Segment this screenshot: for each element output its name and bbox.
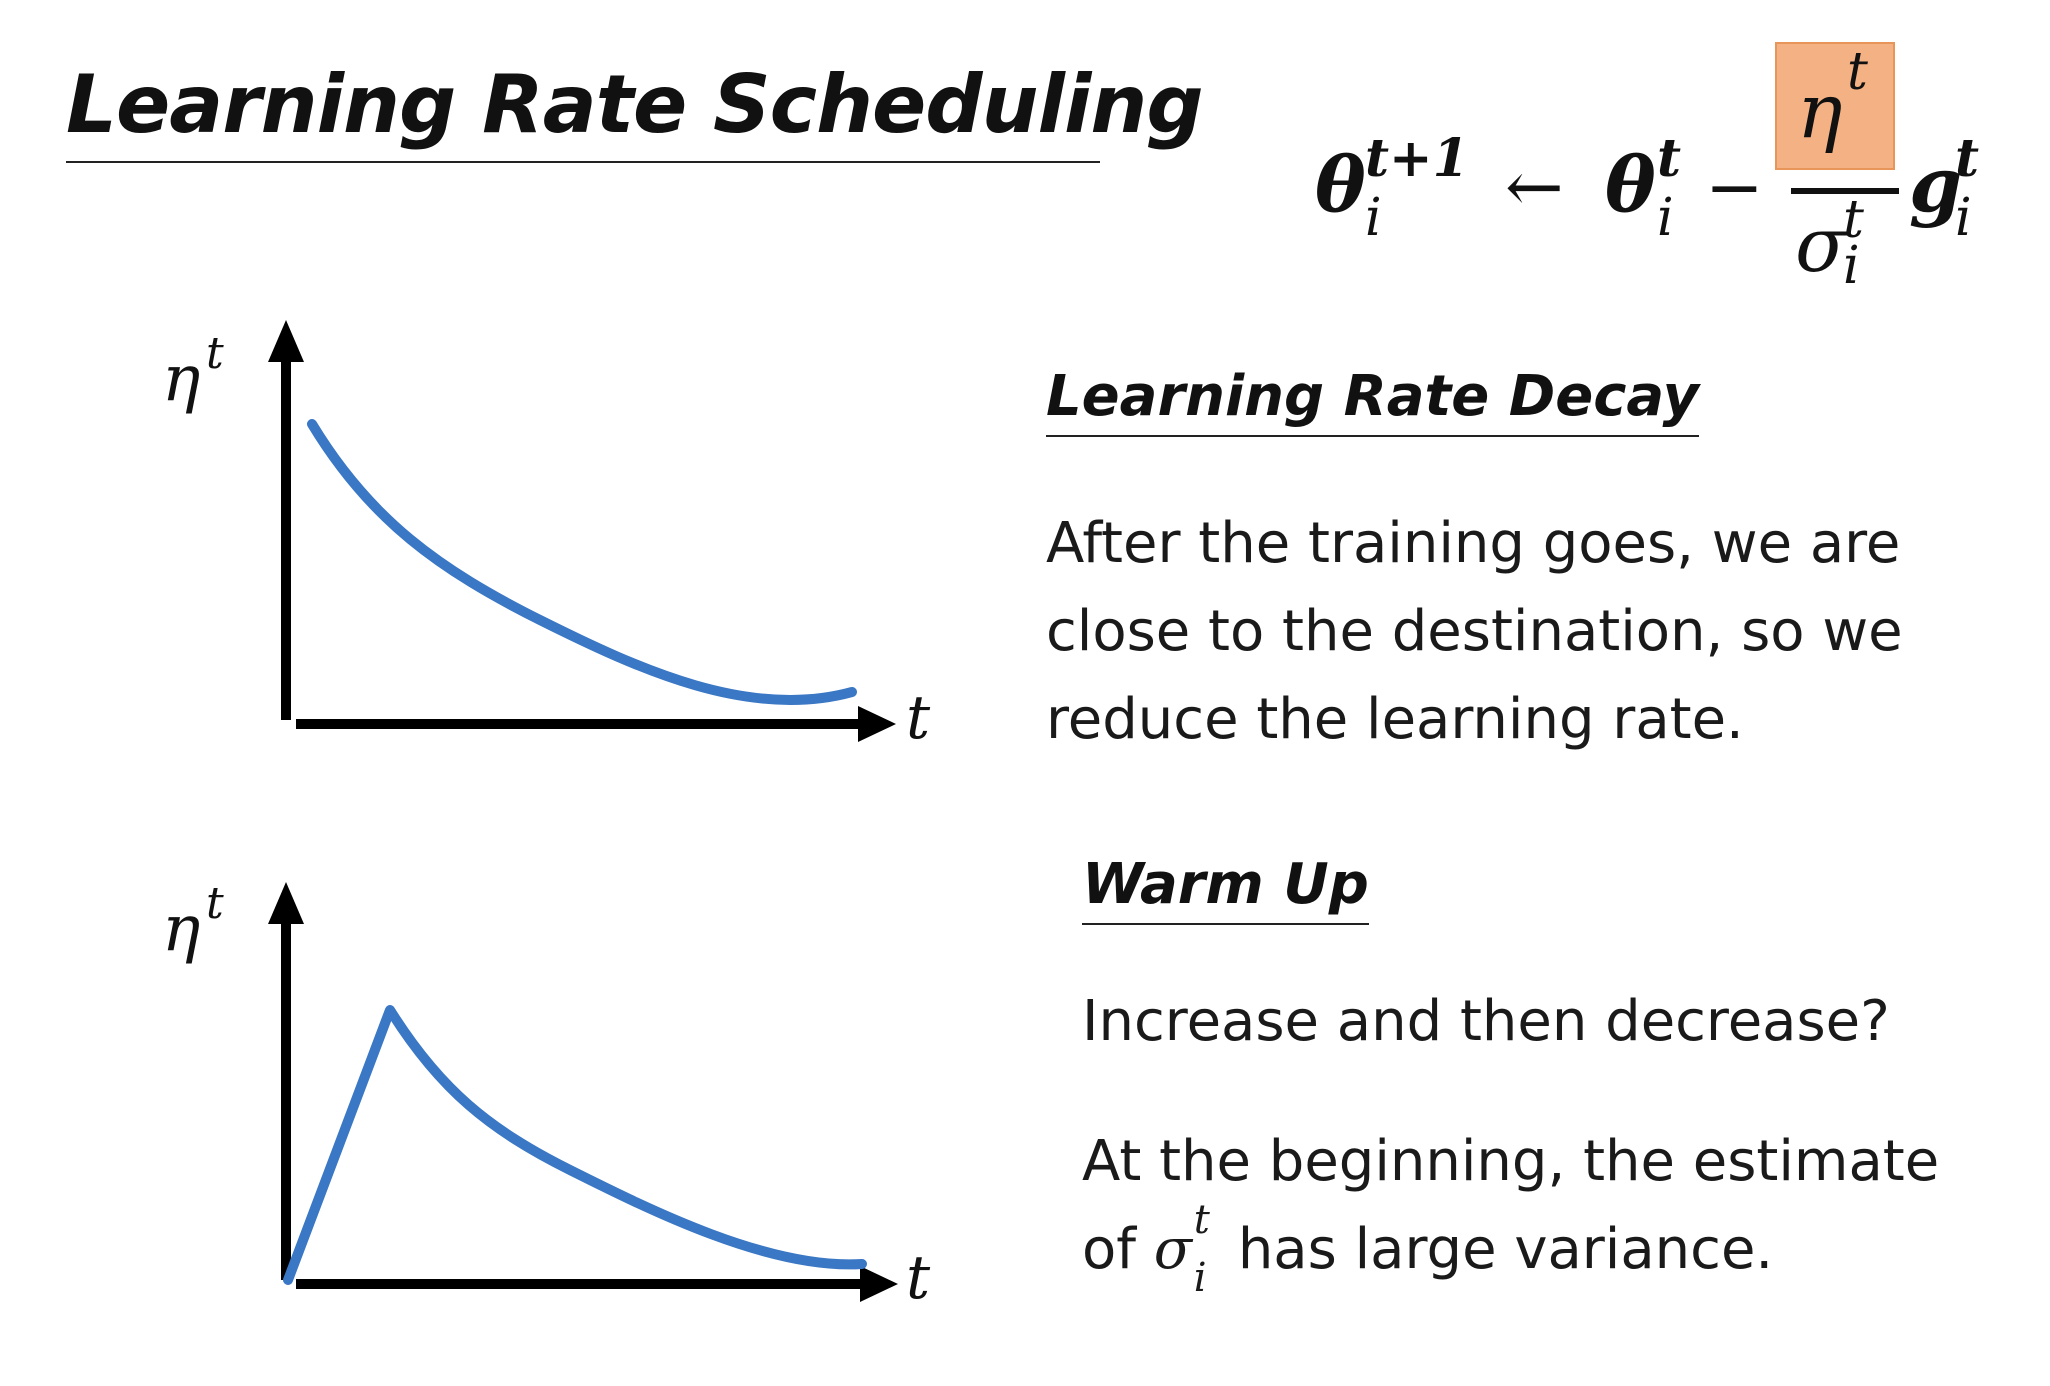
decay-line-3: reduce the learning rate.: [1046, 687, 1744, 752]
inline-sigma-sup: t: [1193, 1197, 1210, 1243]
warmup-y-label-sup: t: [206, 878, 224, 929]
decay-y-axis-arrowhead: [268, 320, 304, 362]
warmup-curve: [283, 1005, 867, 1285]
decay-heading: Learning Rate Decay: [1046, 364, 1699, 437]
warmup-heading: Warm Up: [1082, 852, 1369, 925]
decay-x-label: t: [906, 683, 931, 753]
formula-arrow: ←: [1505, 146, 1564, 228]
formula-g-sup-t: t: [1955, 128, 1980, 189]
inline-sigma-sub: i: [1193, 1255, 1207, 1301]
formula-minus: −: [1705, 146, 1764, 228]
warmup-line-2-prefix: of: [1082, 1217, 1154, 1282]
formula-sub-i: i: [1365, 188, 1382, 248]
decay-line-1: After the training goes, we are: [1046, 511, 1901, 576]
decay-y-label: η: [162, 342, 200, 416]
decay-graph: η t t: [150, 320, 950, 780]
formula-sup-t-plus-1: t+1: [1365, 128, 1469, 189]
warmup-graph: η t t: [150, 878, 950, 1340]
slide-title: Learning Rate Scheduling: [66, 58, 1204, 151]
formula-theta-old: θ: [1605, 140, 1656, 229]
inline-sigma: σ: [1153, 1217, 1193, 1282]
decay-curve: [307, 419, 857, 706]
formula-theta-new: θ: [1315, 140, 1366, 229]
warmup-question: Increase and then decrease?: [1082, 989, 1890, 1054]
formula-sigma-sub-i: i: [1843, 236, 1860, 296]
formula-eta-sup-t: t: [1847, 42, 1868, 102]
formula-sigma: σ: [1795, 200, 1847, 289]
formula-g-sub-i: i: [1955, 188, 1972, 248]
warmup-y-axis-arrowhead: [268, 882, 304, 924]
warmup-line-2-suffix: has large variance.: [1220, 1217, 1774, 1282]
fraction-bar: [1791, 188, 1899, 194]
update-formula: θ t+1 i ← θ t i − η t σ t i g t i: [1315, 40, 2015, 310]
title-underline: [66, 161, 1100, 163]
warmup-line-1: At the beginning, the estimate: [1082, 1129, 1940, 1194]
formula-sup-t: t: [1657, 128, 1682, 189]
warmup-x-label: t: [906, 1243, 931, 1313]
formula-eta: η: [1797, 66, 1843, 155]
formula-sub-i: i: [1657, 188, 1674, 248]
formula-g: g: [1909, 140, 1963, 229]
warmup-graph-svg: η t t: [162, 878, 931, 1313]
decay-y-label-sup: t: [206, 328, 224, 379]
decay-graph-svg: η t t: [162, 320, 931, 753]
warmup-x-axis-arrowhead: [860, 1266, 898, 1302]
decay-description: After the training goes, we are close to…: [1046, 500, 1903, 764]
decay-x-axis-arrowhead: [858, 706, 896, 742]
formula-sigma-sup-t: t: [1843, 190, 1864, 250]
decay-line-2: close to the destination, so we: [1046, 599, 1903, 664]
warmup-y-label: η: [162, 892, 200, 966]
eta-highlight-box: [1775, 42, 1895, 170]
